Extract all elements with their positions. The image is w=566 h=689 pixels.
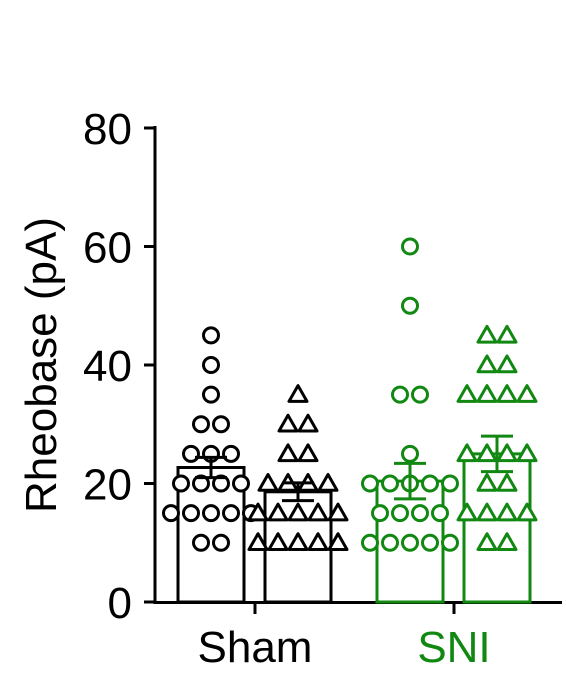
data-point (401, 237, 419, 256)
data-point (411, 504, 429, 523)
bar (462, 452, 532, 604)
data-point (411, 385, 429, 404)
y-tick-label: 80 (83, 105, 132, 154)
y-axis-label: Rheobase (pA) (17, 217, 66, 513)
data-point (361, 533, 379, 552)
data-point (496, 384, 518, 403)
data-point (516, 443, 538, 463)
data-point (212, 415, 230, 434)
data-point (361, 474, 379, 493)
data-point (421, 474, 439, 493)
data-point (182, 444, 200, 463)
data-point (496, 443, 518, 463)
data-point (222, 504, 240, 523)
data-point (401, 444, 419, 463)
data-point (476, 354, 498, 374)
data-point (496, 473, 518, 492)
data-point (202, 504, 220, 523)
data-point (202, 356, 220, 374)
data-point (212, 474, 230, 493)
data-point (456, 443, 478, 463)
data-point (172, 474, 190, 493)
data-point (401, 296, 419, 315)
data-point (476, 502, 498, 522)
data-point (257, 473, 279, 492)
data-point (496, 532, 518, 551)
data-point (476, 532, 498, 551)
data-point (277, 413, 299, 433)
data-point (267, 502, 289, 522)
data-point (476, 324, 498, 344)
data-point (441, 474, 459, 493)
data-point (401, 533, 419, 552)
data-point (307, 502, 329, 522)
data-point (456, 384, 478, 403)
data-point (202, 385, 220, 404)
y-tick-label: 20 (83, 461, 132, 510)
data-point (371, 504, 389, 523)
data-point (496, 502, 518, 522)
data-point (381, 474, 399, 493)
y-tick-label: 60 (83, 224, 132, 273)
y-tick-label: 0 (108, 579, 132, 628)
data-point (212, 533, 230, 552)
data-point (277, 443, 299, 463)
data-point (327, 532, 349, 551)
data-point (287, 384, 309, 403)
data-point (202, 326, 220, 345)
x-tick-label: Sham (198, 623, 313, 672)
data-point (192, 415, 210, 434)
data-point (381, 533, 399, 552)
data-point (287, 532, 309, 551)
data-point (247, 532, 269, 551)
data-point (222, 444, 240, 463)
data-point (441, 533, 459, 552)
data-point (516, 502, 538, 522)
data-point (307, 532, 329, 551)
bar-group (456, 324, 538, 604)
data-point (516, 384, 538, 403)
data-point (297, 413, 319, 433)
data-point (476, 473, 498, 492)
data-point (192, 533, 210, 552)
data-point (162, 504, 180, 523)
data-point (297, 443, 319, 463)
y-tick-label: 40 (83, 342, 132, 391)
data-point (431, 504, 449, 523)
bar-group (361, 237, 459, 604)
data-point (317, 473, 339, 492)
bar-group (247, 384, 349, 604)
data-point (232, 474, 250, 493)
x-tick-label: SNI (417, 623, 490, 672)
data-point (247, 502, 269, 522)
data-point (496, 324, 518, 344)
data-point (182, 504, 200, 523)
data-point (391, 385, 409, 404)
data-point (476, 384, 498, 403)
data-point (456, 502, 478, 522)
data-point (476, 443, 498, 463)
bar-group (162, 326, 260, 604)
data-point (267, 532, 289, 551)
data-point (496, 354, 518, 374)
data-point (287, 502, 309, 522)
data-point (391, 504, 409, 523)
data-point (192, 474, 210, 493)
data-point (327, 502, 349, 522)
data-point (421, 533, 439, 552)
